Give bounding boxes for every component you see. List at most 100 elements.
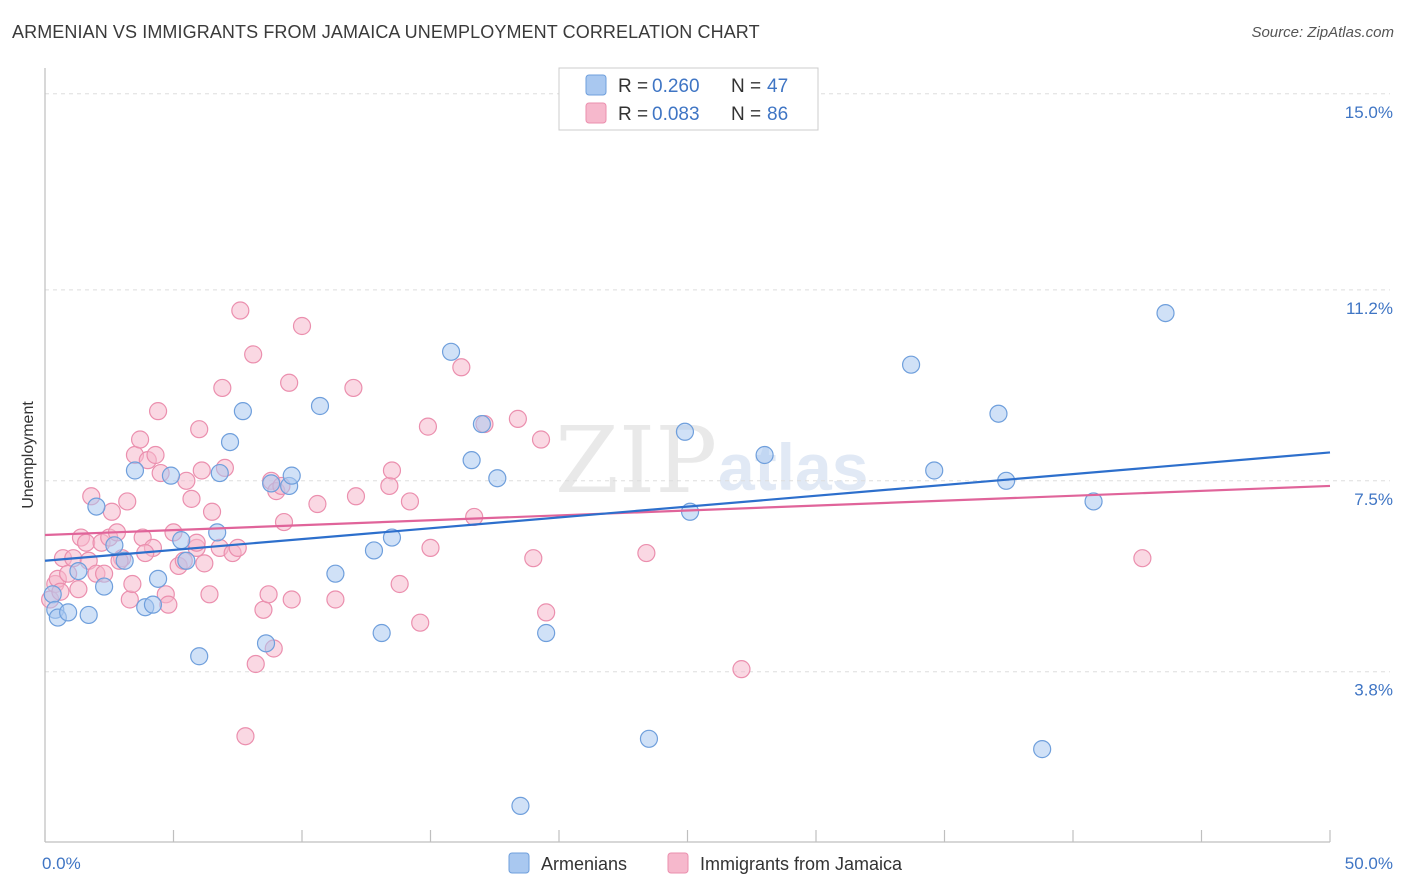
jamaica-point [308, 494, 327, 514]
armenian-point [382, 528, 402, 547]
armenian-point [1033, 740, 1052, 759]
bottom-legend: Armenians Immigrants from Jamaica [508, 852, 903, 874]
y-tick-label: 3.8% [1354, 681, 1393, 700]
armenian-point [1156, 304, 1175, 323]
jamaica-point [637, 543, 656, 563]
bottom-legend-swatch-armenians [508, 852, 530, 874]
jamaica-point [246, 654, 265, 674]
legend-r-label-1: R = [618, 76, 648, 97]
jamaica-point [346, 487, 366, 506]
armenian-point [310, 396, 330, 416]
armenian-point [1084, 492, 1103, 511]
jamaica-point [344, 378, 363, 398]
jamaica-point [228, 538, 247, 557]
armenian-point [115, 551, 134, 570]
armenian-point [372, 623, 391, 643]
jamaica-point [195, 554, 214, 573]
jamaica-point [382, 461, 402, 480]
bottom-legend-swatch-jamaica [667, 852, 689, 874]
legend-n-label-1: N = [731, 76, 761, 97]
y-tick-labels: 3.8% 7.5% 11.2% 15.0% [1345, 103, 1393, 700]
jamaica-point [254, 600, 273, 619]
jamaica-point [465, 507, 484, 527]
legend-r-label-2: R = [618, 104, 648, 125]
jamaica-point [400, 492, 420, 511]
armenian-point [755, 445, 774, 465]
x-tick-label-max: 50.0% [1345, 854, 1393, 873]
jamaica-point [236, 727, 255, 746]
armenian-point [901, 355, 921, 374]
y-tick-label: 7.5% [1354, 490, 1393, 509]
y-tick-label: 15.0% [1345, 103, 1393, 122]
chart-title: ARMENIAN VS IMMIGRANTS FROM JAMAICA UNEM… [12, 22, 760, 42]
jamaica-point [508, 409, 527, 428]
legend: R = 0.260 N = 47 R = 0.083 N = 86 [558, 67, 819, 131]
jamaica-point [182, 489, 201, 508]
jamaica-point [177, 471, 196, 490]
jamaica-point [202, 502, 222, 521]
jamaica-point [213, 378, 232, 398]
jamaica-point [537, 603, 556, 622]
armenian-point [282, 466, 301, 485]
legend-n-value-2: 86 [767, 104, 788, 125]
jamaica-point [280, 373, 299, 392]
armenian-point [462, 451, 481, 470]
armenian-point [537, 623, 556, 643]
axes [44, 68, 1331, 843]
bottom-legend-armenians: Armenians [541, 854, 627, 874]
jamaica-point [130, 430, 150, 449]
watermark-atlas: atlas [718, 430, 868, 504]
armenian-point [639, 729, 659, 748]
jamaica-trend-line [44, 484, 1331, 537]
jamaica-point [411, 613, 430, 632]
x-tick-label-min: 0.0% [42, 854, 81, 873]
armenian-point [79, 605, 98, 625]
bottom-legend-jamaica: Immigrants from Jamaica [700, 854, 903, 874]
armenian-point [488, 469, 507, 488]
legend-swatch-armenians [585, 74, 607, 96]
jamaica-point [390, 574, 409, 594]
legend-r-value-1: 0.260 [652, 76, 700, 97]
jamaica-point [1133, 549, 1152, 568]
armenian-point [177, 551, 196, 570]
jamaica-point [231, 301, 250, 320]
jamaica-point [259, 585, 278, 604]
legend-swatch-jamaica [585, 102, 607, 124]
jamaica-point [531, 430, 551, 449]
armenian-point [511, 796, 530, 815]
series-armenians-points [43, 304, 1175, 815]
armenian-point [326, 564, 345, 583]
armenian-point [256, 634, 276, 653]
armenian-point [143, 595, 163, 614]
armenian-point [208, 523, 227, 542]
jamaica-point [326, 590, 345, 609]
armenian-point [125, 461, 145, 480]
armenian-point [675, 422, 695, 441]
jamaica-point [380, 476, 399, 496]
watermark-zip: ZIP [555, 407, 717, 514]
armenian-point [148, 569, 168, 588]
jamaica-point [732, 660, 751, 679]
jamaica-point [192, 461, 211, 480]
armenian-point [989, 404, 1008, 423]
armenian-point [95, 577, 114, 596]
armenian-point [441, 342, 461, 361]
jamaica-point [148, 402, 168, 421]
series-jamaica-points [41, 301, 1152, 746]
jamaica-point [77, 533, 96, 552]
jamaica-point [282, 590, 301, 609]
armenian-point [472, 414, 491, 434]
jamaica-point [452, 358, 471, 377]
armenian-point [233, 402, 252, 421]
jamaica-point [190, 420, 209, 439]
jamaica-point [244, 345, 263, 364]
legend-r-value-2: 0.083 [652, 104, 700, 125]
jamaica-point [102, 502, 121, 521]
armenians-trend-line [44, 451, 1331, 562]
gridlines [45, 93, 1390, 673]
jamaica-point [200, 585, 219, 604]
armenian-point [59, 603, 78, 622]
y-tick-label: 11.2% [1346, 299, 1393, 318]
jamaica-point [292, 316, 312, 336]
armenian-point [210, 463, 229, 483]
